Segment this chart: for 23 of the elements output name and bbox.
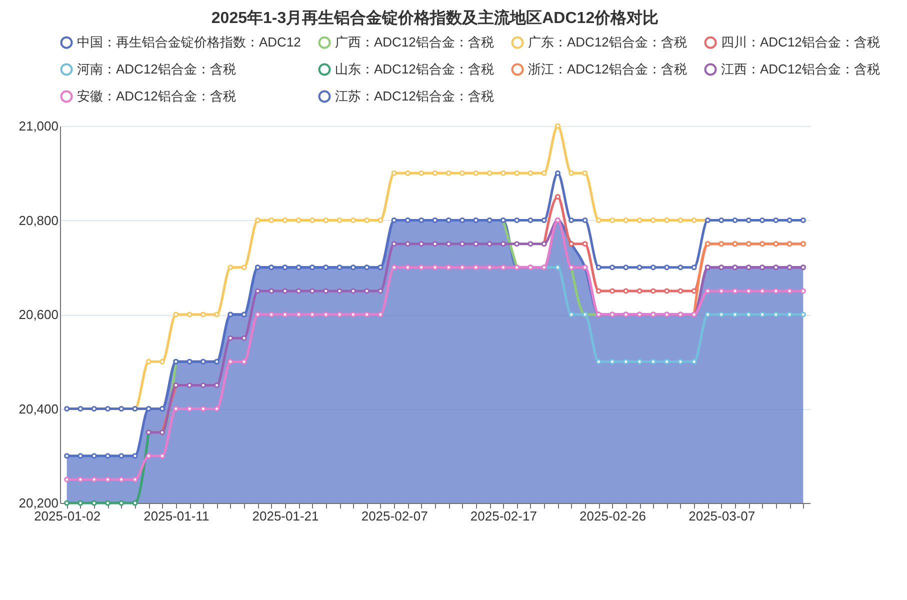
- y-tick-label: 20,800: [18, 212, 58, 228]
- y-tick-label: 20,200: [18, 496, 58, 510]
- legend-label: 广西：ADC12铝合金：含税: [335, 34, 494, 50]
- x-tick-label: 2025-02-07: [361, 508, 428, 524]
- x-tick-label: 2025-01-02: [34, 508, 101, 524]
- x-tick-label: 2025-03-07: [688, 508, 756, 524]
- x-tick-label: 2025-02-17: [470, 508, 537, 524]
- y-tick-label: 20,600: [18, 307, 58, 322]
- x-tick-label: 2025-01-11: [144, 508, 210, 524]
- legend-label: 江西：ADC12铝合金：含税: [721, 62, 880, 76]
- legend-label: 安徽：ADC12铝合金：含税: [77, 88, 236, 104]
- legend-label: 江苏：ADC12铝合金：含税: [335, 88, 494, 104]
- chart-title: 2025年1-3月再生铝合金锭价格指数及主流地区ADC12价格对比: [211, 8, 659, 27]
- legend-label: 广东：ADC12铝合金：含税: [528, 34, 687, 50]
- legend-label: 山东：ADC12铝合金：含税: [335, 62, 494, 76]
- legend-label: 四川：ADC12铝合金：含税: [721, 34, 880, 50]
- x-tick-label: 2025-01-21: [252, 508, 319, 524]
- legend-label: 浙江：ADC12铝合金：含税: [528, 62, 687, 76]
- legend-label: 中国：再生铝合金锭价格指数：ADC12: [77, 34, 301, 50]
- x-tick-label: 2025-02-26: [580, 508, 646, 524]
- legend-label: 河南：ADC12铝合金：含税: [77, 62, 236, 76]
- y-tick-label: 21,000: [18, 118, 58, 134]
- y-tick-label: 20,400: [18, 401, 58, 416]
